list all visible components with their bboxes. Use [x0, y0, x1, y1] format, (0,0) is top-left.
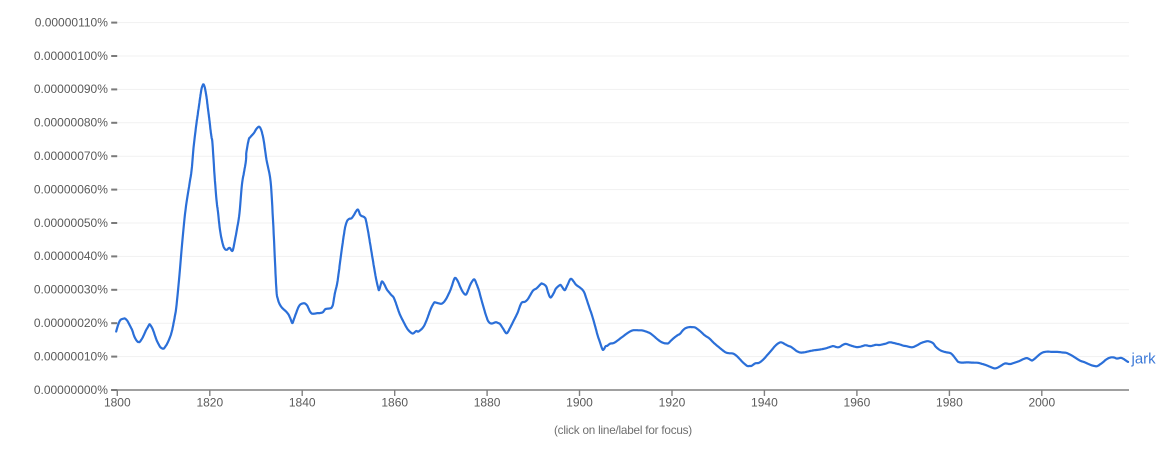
svg-text:0.00000000%: 0.00000000% [34, 383, 108, 397]
svg-text:1880: 1880 [474, 396, 501, 410]
svg-text:0.00000080%: 0.00000080% [34, 116, 108, 130]
svg-text:0.00000020%: 0.00000020% [34, 316, 108, 330]
svg-text:0.00000040%: 0.00000040% [34, 249, 108, 263]
svg-text:1980: 1980 [936, 396, 963, 410]
svg-text:1920: 1920 [659, 396, 686, 410]
svg-text:1840: 1840 [289, 396, 316, 410]
svg-text:0.00000010%: 0.00000010% [34, 349, 108, 363]
svg-text:jark: jark [1131, 351, 1157, 368]
svg-text:0.00000100%: 0.00000100% [34, 49, 108, 63]
svg-text:0.00000030%: 0.00000030% [34, 283, 108, 297]
svg-text:0.00000060%: 0.00000060% [34, 182, 108, 196]
svg-text:(click on line/label for focus: (click on line/label for focus) [554, 424, 692, 437]
svg-text:0.00000070%: 0.00000070% [34, 149, 108, 163]
svg-text:1860: 1860 [381, 396, 408, 410]
svg-text:2000: 2000 [1028, 396, 1055, 410]
svg-text:1940: 1940 [751, 396, 778, 410]
svg-text:1800: 1800 [104, 396, 131, 410]
svg-text:0.00000050%: 0.00000050% [34, 216, 108, 230]
svg-text:1900: 1900 [566, 396, 593, 410]
svg-text:1960: 1960 [844, 396, 871, 410]
svg-text:0.00000110%: 0.00000110% [35, 15, 109, 29]
svg-text:0.00000090%: 0.00000090% [34, 82, 108, 96]
svg-text:1820: 1820 [196, 396, 223, 410]
